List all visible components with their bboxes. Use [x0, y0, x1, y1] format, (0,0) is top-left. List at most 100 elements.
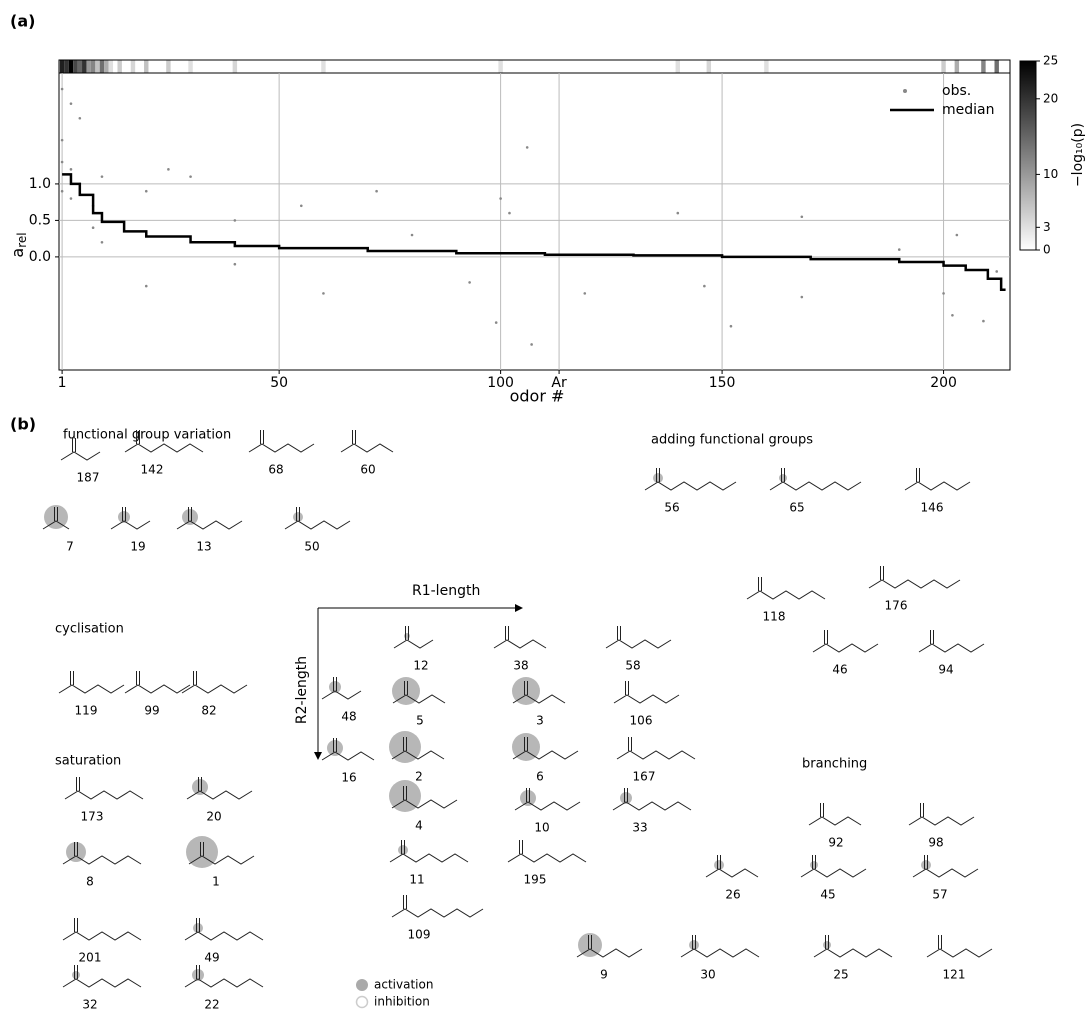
molecule-skeleton	[321, 751, 375, 761]
molecule-number: 8	[86, 875, 94, 889]
molecule-number: 38	[513, 659, 528, 673]
group-title: adding functional groups	[651, 433, 813, 448]
carbonyl	[200, 842, 204, 856]
heat-cell	[99, 60, 105, 73]
molecule-skeleton	[908, 816, 975, 826]
molecule-number: 7	[66, 540, 74, 554]
arrowhead	[515, 604, 523, 612]
activation-circle	[653, 473, 663, 483]
obs-point	[144, 284, 148, 288]
molecule-skeleton	[613, 694, 680, 704]
molecule-number: 60	[360, 463, 375, 477]
molecule-skeleton	[186, 790, 253, 800]
carbonyl	[404, 681, 408, 695]
heat-cell	[321, 60, 326, 73]
obs-point	[800, 295, 804, 299]
carbonyl	[930, 630, 934, 644]
heat-cell	[954, 60, 960, 73]
activation-circle	[512, 733, 540, 761]
x-tick-label: 150	[709, 375, 736, 391]
heat-cell	[77, 60, 83, 73]
obs-point	[167, 168, 170, 171]
carbonyl	[76, 777, 80, 791]
carbonyl	[505, 626, 509, 640]
activation-circle	[44, 505, 68, 529]
obs-point	[322, 292, 325, 295]
molecule-skeleton	[42, 520, 70, 530]
obs-point	[189, 175, 192, 178]
molecule-skeleton	[124, 684, 191, 694]
activation-circle	[810, 861, 818, 869]
carbonyl	[692, 935, 696, 949]
axis-label: R1-length	[412, 583, 480, 599]
colorbar	[1019, 60, 1037, 251]
molecule-number: 11	[409, 873, 424, 887]
activation-circle	[578, 933, 602, 957]
carbonyl	[405, 626, 409, 640]
carbonyl	[924, 855, 928, 869]
y-tick-label: 0.5	[29, 212, 51, 228]
molecule-number: 30	[700, 968, 715, 982]
carbonyl	[519, 840, 523, 854]
obs-point	[233, 219, 237, 222]
carbonyl	[938, 935, 942, 949]
molecule-number: 68	[268, 463, 283, 477]
activation-circle	[72, 971, 80, 979]
activation-circle	[392, 677, 420, 705]
molecule-skeleton	[808, 816, 862, 826]
molecule-number: 4	[415, 819, 423, 833]
molecule-number: 13	[196, 540, 211, 554]
molecule-number: 56	[664, 501, 679, 515]
molecule-number: 5	[416, 714, 424, 728]
carbonyl	[72, 438, 76, 452]
carbonyl	[196, 918, 200, 932]
colorbar-tick-label: 0	[1043, 243, 1051, 257]
obs-point	[525, 146, 529, 149]
y-label-sub: rel	[15, 232, 29, 247]
molecule-skeleton	[248, 443, 315, 453]
obs-point	[60, 87, 64, 91]
median-line	[62, 173, 1006, 291]
heat-cell	[95, 60, 100, 73]
legend-marker	[903, 89, 907, 93]
obs-point	[982, 319, 985, 323]
x-tick-label: Ar	[551, 375, 567, 391]
obs-point	[676, 211, 680, 215]
activation-circle	[389, 731, 421, 763]
molecule-skeleton	[680, 948, 760, 958]
obs-point	[299, 204, 303, 208]
molecule-skeleton	[124, 443, 204, 453]
molecule-number: 9	[600, 968, 608, 982]
legend-label: obs.	[942, 83, 971, 99]
carbonyl	[70, 671, 74, 685]
activation-circle	[520, 790, 536, 806]
heat-cell	[90, 60, 96, 73]
molecule-skeleton	[616, 750, 696, 760]
heat-cell	[86, 60, 91, 73]
molecule-skeleton	[176, 520, 243, 530]
molecule-skeleton	[812, 643, 879, 653]
carbonyl	[260, 430, 264, 444]
obs-point	[703, 284, 706, 288]
activation-circle	[182, 509, 198, 525]
molecule-skeleton	[184, 978, 264, 988]
molecule-number: 46	[832, 663, 847, 677]
heat-cell	[82, 60, 87, 73]
activation-circle	[620, 792, 632, 804]
carbonyl	[122, 507, 126, 521]
heat-cell	[64, 60, 69, 73]
molecule-number: 99	[144, 704, 159, 718]
carbonyl	[526, 788, 530, 802]
x-axis-label: odor #	[510, 387, 565, 406]
panel-label: (a)	[10, 12, 35, 31]
obs-point	[897, 248, 901, 251]
carbonyl	[333, 738, 337, 752]
obs-point	[468, 281, 471, 284]
carbonyl	[524, 681, 528, 695]
molecule-skeleton	[512, 750, 579, 760]
molecule-skeleton	[512, 694, 566, 704]
molecule-skeleton	[813, 948, 893, 958]
carbonyl	[403, 737, 407, 751]
obs-point	[530, 343, 533, 346]
obs-point	[955, 233, 959, 237]
